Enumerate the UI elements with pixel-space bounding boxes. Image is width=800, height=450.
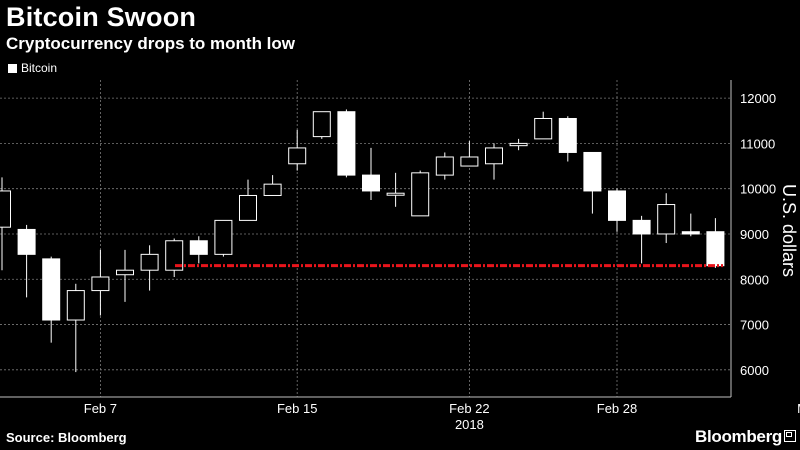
x-tick-label: Mar 8 [797, 401, 800, 416]
candle-body [0, 190, 11, 228]
candle-body [116, 269, 134, 276]
candle-body [435, 156, 454, 176]
candle-body [288, 147, 307, 165]
y-tick-label: 9000 [740, 227, 769, 242]
x-tick-label: Feb 28 [597, 401, 637, 416]
candle-body [386, 192, 405, 196]
candle-body [706, 231, 725, 267]
y-tick-label: 11000 [740, 136, 775, 151]
legend-label-bitcoin: Bitcoin [21, 61, 58, 75]
candle-body [558, 117, 577, 153]
candle-body [263, 183, 282, 196]
candle-body [91, 276, 110, 292]
candle-body [583, 151, 602, 192]
candle-body [534, 117, 553, 140]
y-axis-label: U.S. dollars [779, 184, 799, 277]
candle-body [42, 258, 61, 321]
candle-body [140, 253, 159, 271]
candle-body [657, 204, 676, 235]
candle-body [337, 111, 356, 176]
candle-body [681, 231, 700, 235]
candle-body [362, 174, 380, 192]
y-tick-label: 7000 [740, 318, 769, 333]
y-tick-label: 6000 [740, 363, 769, 378]
chart-title: Bitcoin Swoon [6, 2, 197, 32]
candle-body [165, 240, 184, 271]
candle-body [608, 190, 626, 221]
x-year-label: 2018 [455, 417, 484, 432]
y-tick-label: 8000 [740, 272, 769, 287]
brand-logo-text: Bloomberg [694, 427, 782, 446]
source-note: Source: Bloomberg [6, 430, 127, 445]
y-tick-label: 12000 [740, 91, 776, 106]
candle-body [485, 147, 503, 165]
x-tick-label: Feb 15 [277, 401, 317, 416]
candle-body [632, 219, 651, 235]
candle-body [66, 290, 85, 321]
candle-body [214, 219, 233, 255]
candle-body [312, 111, 331, 138]
legend: Bitcoin [8, 61, 57, 75]
candle-body [460, 156, 479, 167]
candle-body [17, 228, 36, 255]
candle-body [189, 240, 208, 255]
y-tick-label: 10000 [740, 182, 776, 197]
terminal-icon [784, 430, 796, 442]
candle-body [509, 142, 528, 147]
x-tick-label: Feb 22 [449, 401, 489, 416]
candle-body [411, 172, 430, 217]
x-tick-label: Feb 7 [84, 401, 117, 416]
candle-body [239, 194, 257, 221]
chart-subtitle: Cryptocurrency drops to month low [6, 34, 296, 53]
legend-swatch-bitcoin [8, 63, 17, 73]
